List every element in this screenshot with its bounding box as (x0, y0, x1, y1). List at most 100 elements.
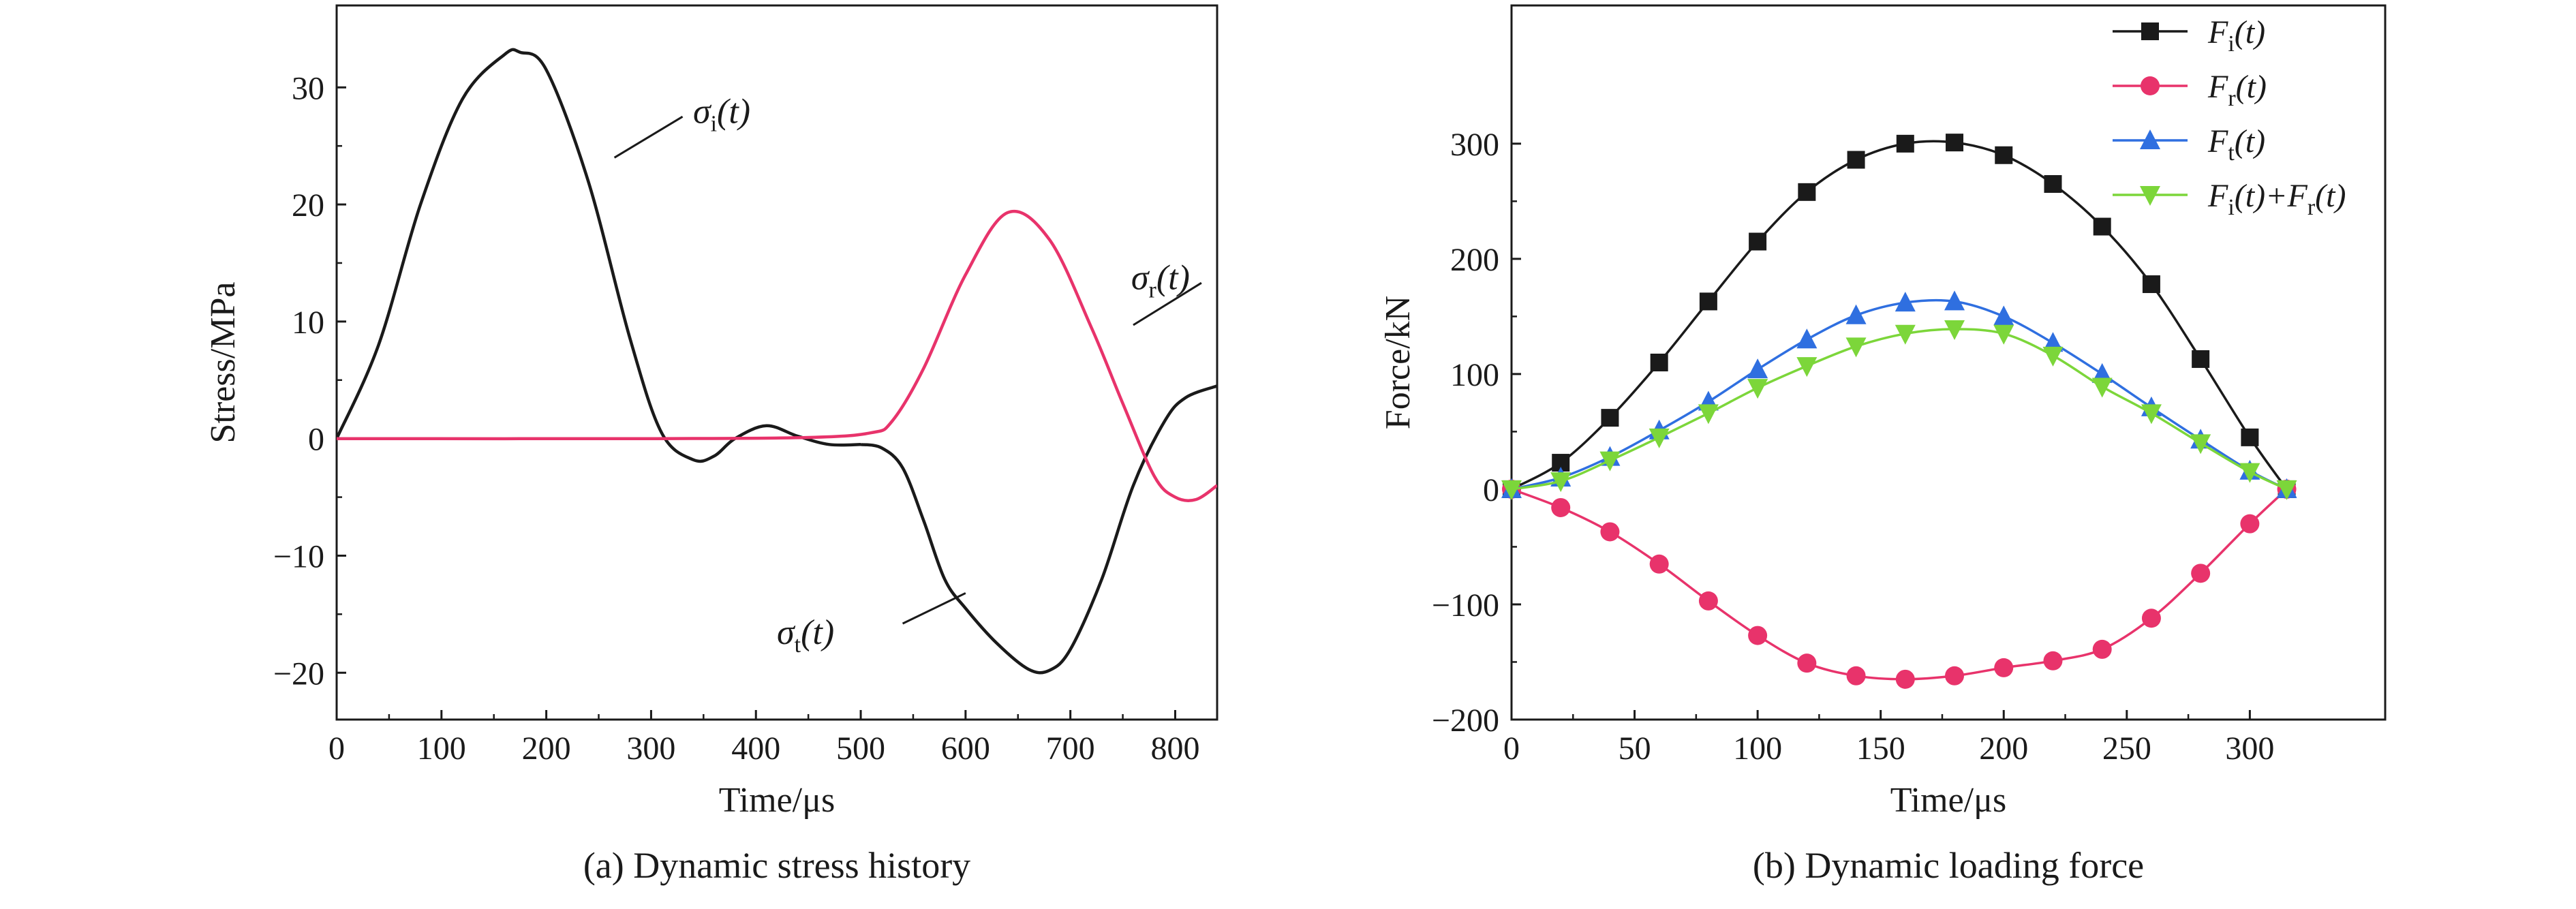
series-fi-plus-fr-marker (1698, 404, 1719, 425)
panel-b-y-tick-label: 300 (1450, 127, 1499, 163)
series-fi-plus-fr-marker (1550, 472, 1571, 493)
series-t-leader-line (902, 592, 966, 625)
panel-b-x-tick-label: 200 (1979, 730, 2028, 767)
series-fi-plus-fr-marker (1796, 357, 1818, 378)
series-fr-marker (1945, 666, 1965, 685)
series-fi-plus-fr-marker (1993, 324, 2014, 345)
legend-ft-label: Ft(t) (2207, 123, 2265, 166)
panel-a-y-tick-label: 10 (292, 305, 324, 341)
series-fi-marker (1896, 134, 1914, 153)
series-fr-marker (2141, 608, 2161, 628)
series-r-line (337, 209, 1217, 502)
panel-a-x-tick-label: 800 (1150, 730, 1199, 767)
panel-b-x-tick-label: 0 (1503, 730, 1520, 767)
panel-b-y-tick-label: 200 (1450, 242, 1499, 278)
series-i-leader-line (613, 115, 684, 159)
panel-a-caption: (a) Dynamic stress history (583, 845, 970, 886)
series-fi-marker (1749, 232, 1767, 251)
series-i-label: σi(t) (693, 93, 750, 137)
series-fi-marker (1798, 183, 1816, 201)
panel-b-x-tick-label: 100 (1733, 730, 1782, 767)
panel-b-x-tick-label: 50 (1619, 730, 1651, 767)
series-fi-plus-fr-marker (1599, 451, 1621, 472)
series-fi-marker (2142, 275, 2160, 294)
series-fi-marker (2241, 428, 2259, 446)
series-fi-marker (2044, 175, 2062, 193)
series-fr-marker (1748, 626, 1768, 645)
series-fr-marker (1551, 497, 1571, 517)
panel-b-x-axis-label: Time/μs (1890, 781, 2006, 820)
panel-b-y-tick-label: 0 (1483, 472, 1499, 508)
series-ft-marker (1796, 328, 1818, 349)
series-ft-marker (1747, 358, 1768, 379)
series-fi-plus-fr-marker (1895, 324, 1916, 345)
series-fi-marker (1946, 134, 1964, 152)
panel-a-x-tick-label: 200 (522, 730, 571, 767)
series-fr-marker (2191, 564, 2211, 583)
panel-a-y-tick-label: −10 (273, 538, 324, 574)
series-fr-marker (2043, 651, 2063, 671)
legend-fr-marker (2141, 76, 2160, 95)
panel-b-x-tick-label: 150 (1856, 730, 1905, 767)
panel-a-x-tick-label: 700 (1046, 730, 1095, 767)
series-t-label: σt(t) (777, 613, 834, 658)
series-fi-marker (1995, 146, 2013, 164)
series-fi-plus-fr-marker (1501, 480, 1522, 500)
series-fr-marker (2240, 514, 2260, 534)
series-fi-plus-fr-marker (1747, 379, 1768, 399)
legend-ft-marker (2140, 129, 2160, 149)
panel-a-x-tick-label: 500 (836, 730, 885, 767)
series-fi-plus-fr-marker (2042, 346, 2064, 367)
series-fr-marker (2092, 639, 2112, 659)
series-fr-marker (1994, 658, 2014, 677)
series-fi-marker (1601, 409, 1619, 427)
panel-a-y-tick-label: 30 (292, 70, 324, 106)
series-r-label: σr(t) (1131, 259, 1190, 303)
series-r-leader-line (1133, 281, 1202, 326)
legend-fr-label: Fr(t) (2207, 69, 2267, 111)
series-fr-marker (1698, 591, 1718, 611)
series-fi-plus-fr-marker (1845, 337, 1867, 358)
series-fi-plus-fr-marker (2239, 463, 2260, 483)
legend-fi-plus-fr-marker (2140, 186, 2160, 206)
legend: Fi(t) Fr(t) Ft(t) Fi(t)+Fr(t) (2113, 14, 2346, 220)
series-fr-marker (1846, 666, 1866, 685)
panel-a-x-axis-label: Time/μs (719, 781, 835, 820)
series-ft-marker (1993, 305, 2014, 326)
series-fr-marker (1600, 522, 1620, 542)
panel-a-y-tick-label: −20 (273, 656, 324, 692)
series-fr-marker (1797, 653, 1817, 673)
series-fi-plus-fr-marker (1649, 428, 1670, 448)
series-fr-marker (1895, 669, 1915, 689)
panel-b-y-tick-label: 100 (1450, 357, 1499, 393)
panel-b-y-tick-label: −100 (1432, 587, 1499, 623)
series-fi-marker (1650, 354, 1668, 371)
series-fi-plus-fr-marker (2091, 378, 2113, 398)
legend-fi-label: Fi(t) (2207, 14, 2265, 57)
panel-a-stress-history: 0 100 200 300 400 500 600 700 800 −20 −10 0 10 20 30 Ti… (204, 4, 1218, 886)
series-fi-plus-fr-marker (2141, 404, 2162, 425)
series-fr-marker (1649, 554, 1669, 574)
panel-a-x-tick-label: 100 (417, 730, 466, 767)
series-fi-plus-fr-marker (1944, 320, 1965, 340)
panel-b-plot-frame (1510, 4, 2387, 721)
panel-a-x-tick-label: 400 (731, 730, 780, 767)
legend-fi-plus-fr-label: Fi(t)+Fr(t) (2207, 178, 2346, 220)
series-fi-marker (1699, 292, 1717, 311)
panel-a-x-tick-label: 600 (941, 730, 990, 767)
series-fi-marker (2093, 217, 2111, 236)
panel-b-x-tick-label: 300 (2225, 730, 2274, 767)
panel-a-y-tick-label: 20 (292, 187, 324, 224)
series-fi-plus-fr-marker (2190, 434, 2211, 454)
series-ft-marker (1845, 304, 1867, 324)
panel-b-y-axis-label: Force/kN (1379, 296, 1417, 429)
panel-b-x-tick-label: 250 (2102, 730, 2151, 767)
series-fi-plus-fr-marker (2276, 480, 2297, 500)
panel-a-y-axis-label: Stress/MPa (204, 282, 243, 444)
panel-a-plot-frame (335, 4, 1218, 721)
series-fi-marker (2192, 350, 2210, 368)
series-fi-marker (1847, 151, 1865, 169)
legend-fi-marker (2141, 22, 2159, 40)
panel-a-y-tick-label: 0 (308, 422, 324, 458)
